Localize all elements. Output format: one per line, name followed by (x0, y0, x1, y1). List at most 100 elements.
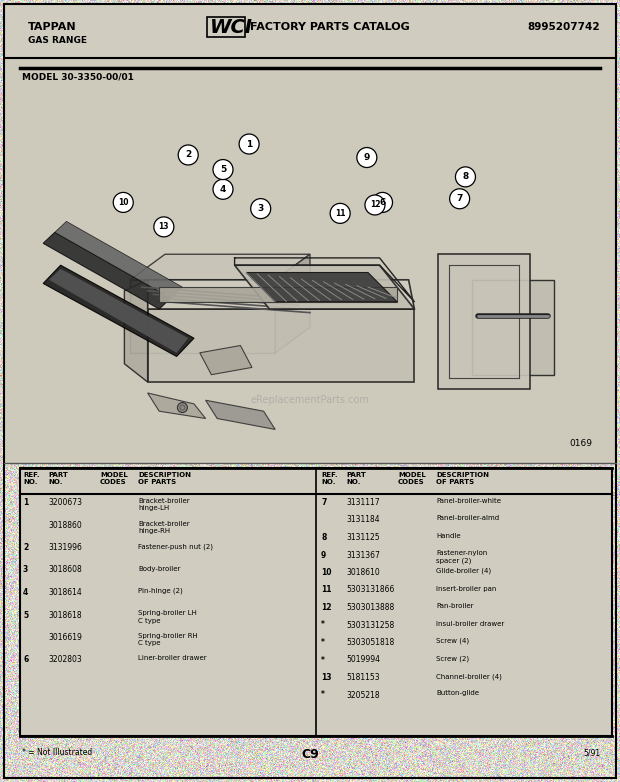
Text: 3: 3 (257, 204, 264, 213)
Circle shape (154, 217, 174, 237)
Circle shape (213, 179, 233, 199)
Text: 5303013888: 5303013888 (346, 603, 394, 612)
Text: 10: 10 (321, 568, 332, 577)
Text: Bracket-broiler
hinge-LH: Bracket-broiler hinge-LH (138, 498, 190, 511)
Polygon shape (148, 393, 206, 418)
Circle shape (113, 192, 133, 213)
Text: Pin-hinge (2): Pin-hinge (2) (138, 588, 183, 594)
Text: Spring-broiler LH
C type: Spring-broiler LH C type (138, 611, 197, 623)
Text: 0169: 0169 (569, 439, 592, 448)
Text: * = Not Illustrated: * = Not Illustrated (22, 748, 92, 757)
Text: *: * (321, 691, 325, 700)
Text: Insul-broiler drawer: Insul-broiler drawer (436, 620, 504, 626)
Text: 5181153: 5181153 (346, 673, 379, 682)
Text: 3018860: 3018860 (48, 521, 82, 529)
Text: Body-broiler: Body-broiler (138, 565, 180, 572)
Text: 7: 7 (321, 498, 326, 507)
Text: 3131117: 3131117 (346, 498, 379, 507)
Text: 5: 5 (220, 165, 226, 174)
Text: C9: C9 (301, 748, 319, 761)
Text: *: * (321, 620, 325, 630)
Text: 3016619: 3016619 (48, 633, 82, 642)
Polygon shape (438, 254, 530, 389)
Text: 3200673: 3200673 (48, 498, 82, 507)
Polygon shape (159, 287, 397, 302)
Text: Spring-broiler RH
C type: Spring-broiler RH C type (138, 633, 198, 646)
Polygon shape (234, 265, 414, 309)
Polygon shape (125, 280, 148, 382)
Text: Button-glide: Button-glide (436, 691, 479, 697)
Text: Fastener-push nut (2): Fastener-push nut (2) (138, 543, 213, 550)
Text: 3131125: 3131125 (346, 533, 379, 542)
Circle shape (178, 145, 198, 165)
Polygon shape (148, 280, 414, 309)
Circle shape (239, 134, 259, 154)
Circle shape (373, 192, 392, 213)
Text: 3018614: 3018614 (48, 588, 82, 597)
Text: Glide-broiler (4): Glide-broiler (4) (436, 568, 491, 575)
Text: MODEL
CODES: MODEL CODES (100, 472, 128, 485)
Text: *: * (321, 655, 325, 665)
Circle shape (450, 188, 469, 209)
Text: Pan-broiler: Pan-broiler (436, 603, 474, 609)
Text: MODEL
CODES: MODEL CODES (398, 472, 426, 485)
Text: 9: 9 (321, 551, 326, 559)
Text: Panel-broiler-white: Panel-broiler-white (436, 498, 501, 504)
Bar (4, 58, 616, 463)
Text: 13: 13 (321, 673, 332, 682)
Text: 5303051818: 5303051818 (346, 638, 394, 647)
Text: 5303131258: 5303131258 (346, 620, 394, 630)
Text: DESCRIPTION
OF PARTS: DESCRIPTION OF PARTS (138, 472, 191, 485)
Text: 3018618: 3018618 (48, 611, 82, 619)
Circle shape (357, 148, 377, 167)
Polygon shape (55, 221, 182, 298)
Text: 8: 8 (463, 172, 469, 181)
Circle shape (456, 167, 476, 187)
Text: Bracket-broiler
hinge-RH: Bracket-broiler hinge-RH (138, 521, 190, 533)
Text: 11: 11 (335, 209, 345, 218)
Text: 7: 7 (456, 194, 463, 203)
Circle shape (330, 203, 350, 224)
Text: Fastener-nylon
spacer (2): Fastener-nylon spacer (2) (436, 551, 487, 564)
Text: 3205218: 3205218 (346, 691, 379, 700)
Text: 2: 2 (23, 543, 29, 552)
Text: WCI: WCI (210, 18, 253, 37)
Polygon shape (275, 254, 310, 353)
Text: TAPPAN: TAPPAN (28, 22, 77, 32)
Text: 8995207742: 8995207742 (528, 22, 600, 32)
Text: REF.
NO.: REF. NO. (321, 472, 338, 485)
Text: 5019994: 5019994 (346, 655, 380, 665)
Text: 12: 12 (321, 603, 332, 612)
Text: 5303131866: 5303131866 (346, 586, 394, 594)
Text: *: * (321, 638, 325, 647)
Polygon shape (206, 400, 275, 429)
Text: 3131996: 3131996 (48, 543, 82, 552)
Text: 3131367: 3131367 (346, 551, 380, 559)
Text: 10: 10 (118, 198, 128, 207)
Text: 5/91: 5/91 (583, 748, 600, 757)
Text: 3202803: 3202803 (48, 655, 82, 665)
Polygon shape (43, 265, 194, 357)
Text: 3131184: 3131184 (346, 515, 379, 525)
Text: 3018610: 3018610 (346, 568, 379, 577)
Text: PART
NO.: PART NO. (48, 472, 68, 485)
Bar (207, 17, 245, 37)
Text: Screw (2): Screw (2) (436, 655, 469, 662)
Polygon shape (43, 232, 170, 309)
Text: Liner-broiler drawer: Liner-broiler drawer (138, 655, 206, 662)
Polygon shape (49, 269, 188, 353)
Text: MODEL 30-3350-00/01: MODEL 30-3350-00/01 (22, 73, 134, 82)
Text: Handle: Handle (436, 533, 461, 539)
Text: 4: 4 (220, 185, 226, 194)
Text: 2: 2 (185, 150, 192, 160)
Text: 3018608: 3018608 (48, 565, 82, 575)
Text: FACTORY PARTS CATALOG: FACTORY PARTS CATALOG (250, 22, 410, 32)
Polygon shape (130, 254, 310, 280)
Text: Screw (4): Screw (4) (436, 638, 469, 644)
Text: GAS RANGE: GAS RANGE (28, 36, 87, 45)
Text: 13: 13 (159, 222, 169, 231)
Circle shape (365, 195, 385, 215)
Circle shape (213, 160, 233, 180)
Text: Panel-broiler-almd: Panel-broiler-almd (436, 515, 499, 522)
Circle shape (177, 403, 187, 413)
